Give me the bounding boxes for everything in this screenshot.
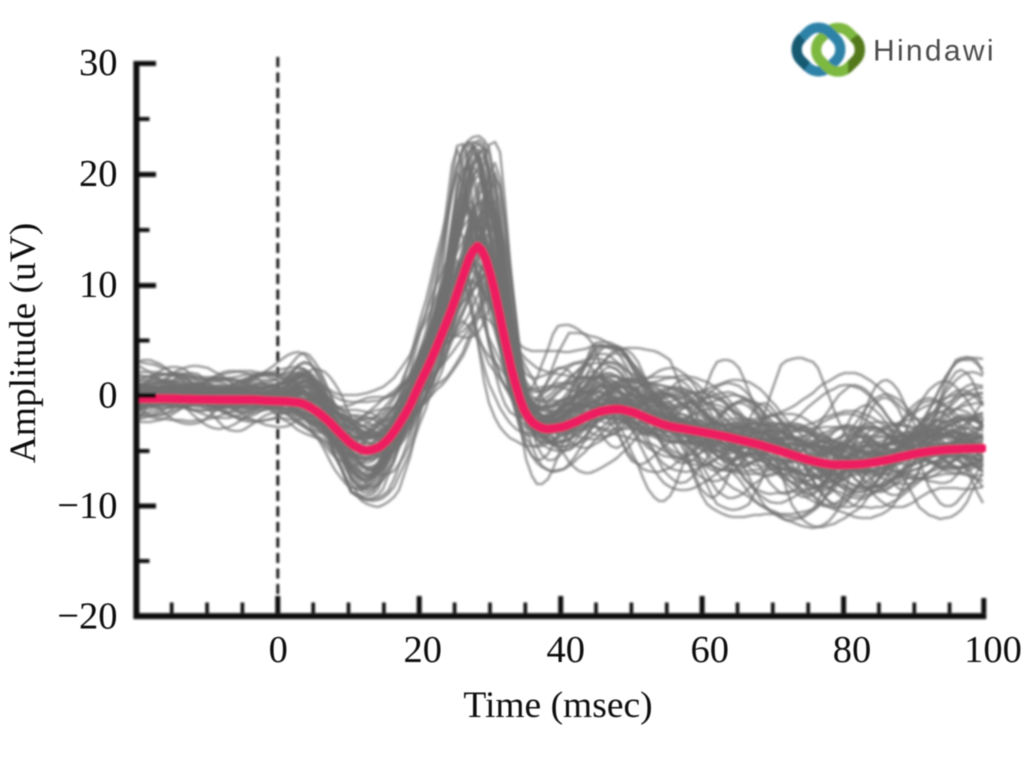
svg-text:80: 80	[833, 629, 872, 671]
svg-text:Amplitude (uV): Amplitude (uV)	[3, 223, 44, 464]
svg-text:0: 0	[98, 375, 117, 417]
svg-text:Time (msec): Time (msec)	[463, 685, 652, 726]
svg-text:10: 10	[79, 264, 118, 306]
svg-text:60: 60	[690, 629, 729, 671]
svg-text:40: 40	[546, 629, 585, 671]
svg-text:Hindawi: Hindawi	[873, 35, 996, 68]
svg-text:100: 100	[964, 629, 1022, 671]
svg-text:−10: −10	[57, 485, 117, 527]
svg-text:0: 0	[269, 629, 288, 671]
svg-text:−20: −20	[57, 596, 117, 638]
svg-text:20: 20	[79, 153, 118, 195]
svg-text:20: 20	[404, 629, 443, 671]
svg-text:30: 30	[79, 42, 118, 84]
